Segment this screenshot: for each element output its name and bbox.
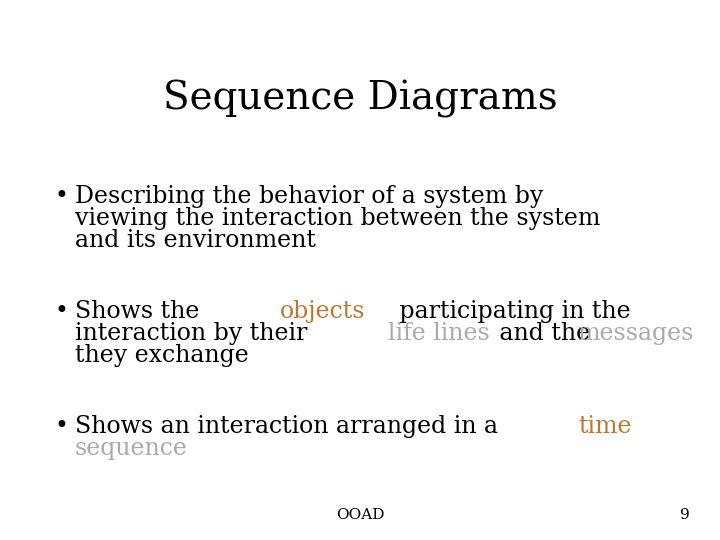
Text: and its environment: and its environment — [75, 229, 316, 252]
Text: viewing the interaction between the system: viewing the interaction between the syst… — [75, 207, 600, 230]
Text: 9: 9 — [680, 508, 690, 522]
Text: OOAD: OOAD — [336, 508, 384, 522]
Text: Describing the behavior of a system by: Describing the behavior of a system by — [75, 185, 544, 208]
Text: life lines: life lines — [388, 322, 490, 345]
Text: •: • — [55, 300, 69, 323]
Text: Shows an interaction arranged in a: Shows an interaction arranged in a — [75, 415, 505, 438]
Text: time: time — [579, 415, 632, 438]
Text: messages: messages — [577, 322, 693, 345]
Text: •: • — [55, 415, 69, 438]
Text: and the: and the — [492, 322, 598, 345]
Text: •: • — [55, 185, 69, 208]
Text: Sequence Diagrams: Sequence Diagrams — [163, 80, 557, 118]
Text: interaction by their: interaction by their — [75, 322, 315, 345]
Text: Shows the: Shows the — [75, 300, 207, 323]
Text: objects: objects — [280, 300, 366, 323]
Text: participating in the: participating in the — [392, 300, 631, 323]
Text: sequence: sequence — [75, 437, 188, 460]
Text: they exchange: they exchange — [75, 344, 248, 367]
